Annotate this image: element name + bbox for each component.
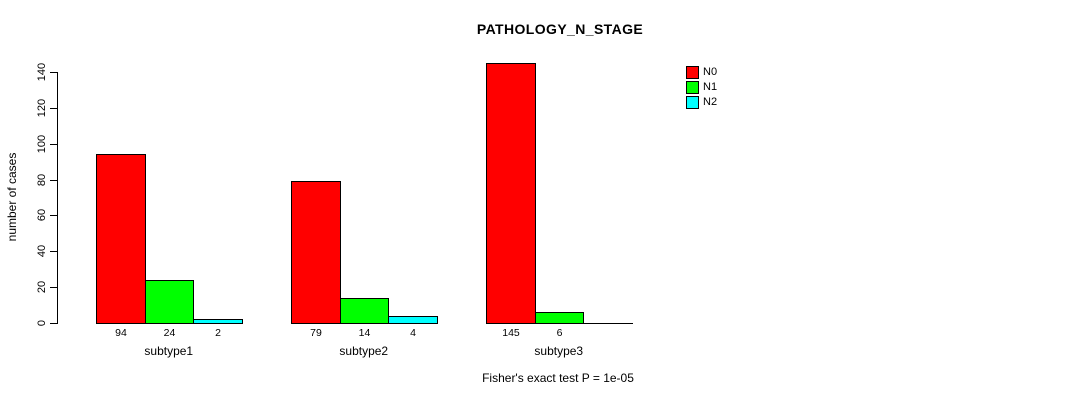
y-tick-label: 120 <box>36 98 48 118</box>
legend-item-N2: N2 <box>686 96 717 109</box>
y-tick-mark <box>50 108 57 109</box>
y-axis-line <box>57 72 58 324</box>
bar-value-label: 4 <box>410 327 416 339</box>
bar-value-label: 14 <box>358 327 371 339</box>
legend-item-N0: N0 <box>686 66 717 79</box>
bar-value-label: 2 <box>215 327 221 339</box>
y-tick-mark <box>50 287 57 288</box>
bar-N2-subtype1 <box>193 319 243 324</box>
y-tick-mark <box>50 144 57 145</box>
legend-swatch-N1 <box>686 81 699 94</box>
y-tick-label: 20 <box>36 280 48 294</box>
bar-value-label: 24 <box>163 327 176 339</box>
bar-N0-subtype1 <box>96 154 146 324</box>
y-tick-label: 60 <box>36 208 48 222</box>
bar-value-label: 94 <box>115 327 127 339</box>
bar-N1-subtype2 <box>340 298 389 324</box>
y-tick-label: 140 <box>36 62 48 82</box>
y-tick-label: 80 <box>36 173 48 187</box>
legend-label: N0 <box>703 66 718 78</box>
bar-value-label: 79 <box>310 327 322 339</box>
bar-value-label: 6 <box>556 327 563 339</box>
bar-N1-subtype3 <box>535 312 584 324</box>
bar-value-label: 145 <box>502 327 520 339</box>
bar-N1-subtype1 <box>145 280 194 324</box>
bar-N2-subtype2 <box>388 316 438 324</box>
legend: N0 N1 N2 <box>686 66 717 109</box>
annotation-text: Fisher's exact test P = 1e-05 <box>482 371 634 385</box>
y-tick-mark <box>50 251 57 252</box>
y-tick-mark <box>50 72 57 73</box>
legend-item-N1: N1 <box>686 81 717 94</box>
legend-label: N2 <box>703 96 718 108</box>
legend-label: N1 <box>703 81 718 93</box>
chart-title: PATHOLOGY_N_STAGE <box>476 21 644 37</box>
y-tick-mark <box>50 215 57 216</box>
bar-N0-subtype3 <box>486 63 536 324</box>
y-tick-label: 100 <box>36 134 48 154</box>
y-tick-mark <box>50 323 57 324</box>
legend-swatch-N2 <box>686 96 699 109</box>
y-tick-label: 0 <box>36 319 48 327</box>
x-category-label: subtype1 <box>144 344 194 358</box>
bar-N0-subtype2 <box>291 181 341 324</box>
x-category-label: subtype3 <box>534 344 584 358</box>
x-category-label: subtype2 <box>339 344 389 358</box>
y-tick-mark <box>50 180 57 181</box>
y-tick-label: 40 <box>36 244 48 258</box>
bar-N2-subtype3-zero <box>583 323 633 324</box>
legend-swatch-N0 <box>686 66 699 79</box>
